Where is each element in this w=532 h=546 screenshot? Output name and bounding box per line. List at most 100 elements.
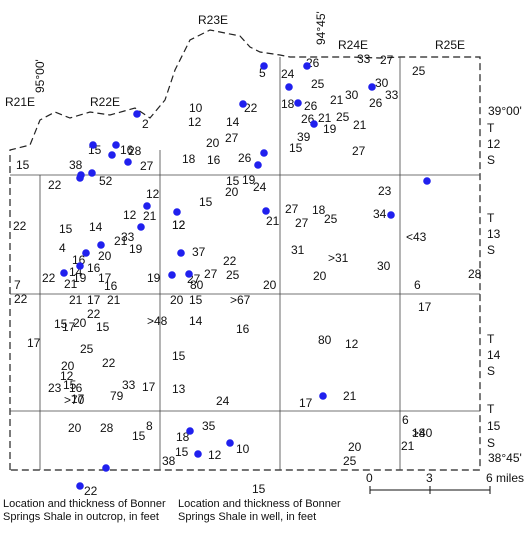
thickness-value: 20 bbox=[206, 136, 220, 150]
scale-bar: 0 3 6 miles bbox=[366, 471, 524, 494]
thickness-value: 19 bbox=[323, 122, 337, 136]
latitude-label-north: 39°00' bbox=[488, 104, 522, 118]
thickness-value: 28 bbox=[468, 267, 482, 281]
thickness-value: 34 bbox=[373, 207, 387, 221]
thickness-value: 24 bbox=[253, 180, 267, 194]
thickness-value: 22 bbox=[42, 271, 56, 285]
thickness-value: 20 bbox=[61, 359, 75, 373]
thickness-value: 79 bbox=[110, 389, 124, 403]
thickness-value: 31 bbox=[291, 243, 305, 257]
thickness-value: 21 bbox=[114, 234, 128, 248]
location-marker bbox=[368, 83, 376, 91]
thickness-value: 18 bbox=[312, 203, 326, 217]
location-marker bbox=[112, 141, 120, 149]
thickness-value: 15 bbox=[54, 317, 68, 331]
thickness-value: 24 bbox=[216, 394, 230, 408]
thickness-value: 15 bbox=[175, 445, 189, 459]
thickness-value: 21 bbox=[401, 439, 415, 453]
location-marker bbox=[262, 207, 270, 215]
thickness-value: 15 bbox=[132, 429, 146, 443]
svg-text:S: S bbox=[487, 364, 495, 378]
thickness-value: 21 bbox=[64, 277, 78, 291]
thickness-value: 20 bbox=[73, 316, 87, 330]
thickness-value: 22 bbox=[102, 356, 116, 370]
thickness-value: 23 bbox=[378, 184, 392, 198]
thickness-value: 30 bbox=[375, 76, 389, 90]
location-marker bbox=[310, 120, 318, 128]
thickness-value: 13 bbox=[172, 382, 186, 396]
thickness-value: 6 bbox=[402, 413, 409, 427]
thickness-value: 20 bbox=[225, 185, 239, 199]
legend-outcrop-label: Location and thickness of Bonner Springs… bbox=[3, 498, 166, 523]
svg-text:12: 12 bbox=[487, 137, 501, 151]
location-marker bbox=[60, 269, 68, 277]
location-marker bbox=[260, 62, 268, 70]
thickness-value: >40 bbox=[412, 426, 433, 440]
location-marker bbox=[319, 392, 327, 400]
thickness-value: 52 bbox=[99, 174, 113, 188]
svg-text:15: 15 bbox=[487, 419, 501, 433]
thickness-value: 15 bbox=[189, 293, 203, 307]
outcrop-marker-icon bbox=[76, 482, 84, 490]
scale-tick-3: 3 bbox=[426, 471, 433, 485]
location-markers bbox=[60, 62, 431, 472]
thickness-value: 22 bbox=[244, 101, 258, 115]
thickness-value: 5 bbox=[259, 66, 266, 80]
thickness-value: 19 bbox=[147, 271, 161, 285]
meridian-label-east: 94°45' bbox=[314, 11, 328, 45]
thickness-value: 38 bbox=[69, 158, 83, 172]
svg-text:S: S bbox=[487, 243, 495, 257]
thickness-value: 33 bbox=[122, 378, 136, 392]
location-marker bbox=[124, 158, 132, 166]
thickness-value: 33 bbox=[385, 88, 399, 102]
svg-text:T: T bbox=[487, 121, 495, 135]
location-marker bbox=[303, 62, 311, 70]
thickness-value: 25 bbox=[343, 454, 357, 468]
location-marker bbox=[76, 262, 84, 270]
thickness-value: 33 bbox=[357, 52, 371, 66]
thickness-value: 28 bbox=[128, 144, 142, 158]
thickness-value: 14 bbox=[89, 220, 103, 234]
thickness-value: 27 bbox=[204, 267, 218, 281]
scale-tick-6: 6 miles bbox=[486, 471, 524, 485]
township-label-t12s: T 12 S bbox=[487, 121, 501, 167]
scale-tick-0: 0 bbox=[366, 471, 373, 485]
location-marker bbox=[260, 149, 268, 157]
thickness-value: 16 bbox=[236, 322, 250, 336]
thickness-value: 12 bbox=[123, 208, 137, 222]
thickness-value: 30 bbox=[377, 259, 391, 273]
thickness-value: 19 bbox=[73, 271, 87, 285]
thickness-value: 17 bbox=[71, 392, 85, 406]
location-marker bbox=[423, 177, 431, 185]
thickness-value: 12 bbox=[345, 337, 359, 351]
location-marker bbox=[89, 141, 97, 149]
thickness-value: 14 bbox=[189, 314, 203, 328]
thickness-value: 15 bbox=[172, 349, 186, 363]
thickness-value: >67 bbox=[230, 293, 251, 307]
legend-well: 15 Location and thickness of Bonner Spri… bbox=[178, 482, 341, 523]
thickness-value: 20 bbox=[348, 440, 362, 454]
thickness-value: 12 bbox=[208, 448, 222, 462]
state-boundary bbox=[9, 29, 481, 471]
location-marker bbox=[88, 169, 96, 177]
thickness-value: 16 bbox=[207, 153, 221, 167]
thickness-value: 20 bbox=[68, 421, 82, 435]
thickness-value: 20 bbox=[313, 269, 327, 283]
thickness-value: 20 bbox=[98, 249, 112, 263]
thickness-value: 27 bbox=[285, 202, 299, 216]
thickness-value: 22 bbox=[13, 219, 27, 233]
location-marker bbox=[97, 241, 105, 249]
location-marker bbox=[387, 211, 395, 219]
thickness-value: 16 bbox=[69, 381, 83, 395]
thickness-value: 28 bbox=[100, 421, 114, 435]
thickness-value: 20 bbox=[170, 293, 184, 307]
thickness-value: >48 bbox=[147, 314, 168, 328]
thickness-value: >70 bbox=[64, 393, 85, 407]
legend-well-label: Location and thickness of Bonner Springs… bbox=[178, 498, 341, 523]
thickness-value: 22 bbox=[223, 254, 237, 268]
thickness-value: 22 bbox=[14, 292, 28, 306]
location-marker bbox=[102, 464, 110, 472]
location-marker bbox=[76, 174, 84, 182]
thickness-value: 16 bbox=[120, 143, 134, 157]
